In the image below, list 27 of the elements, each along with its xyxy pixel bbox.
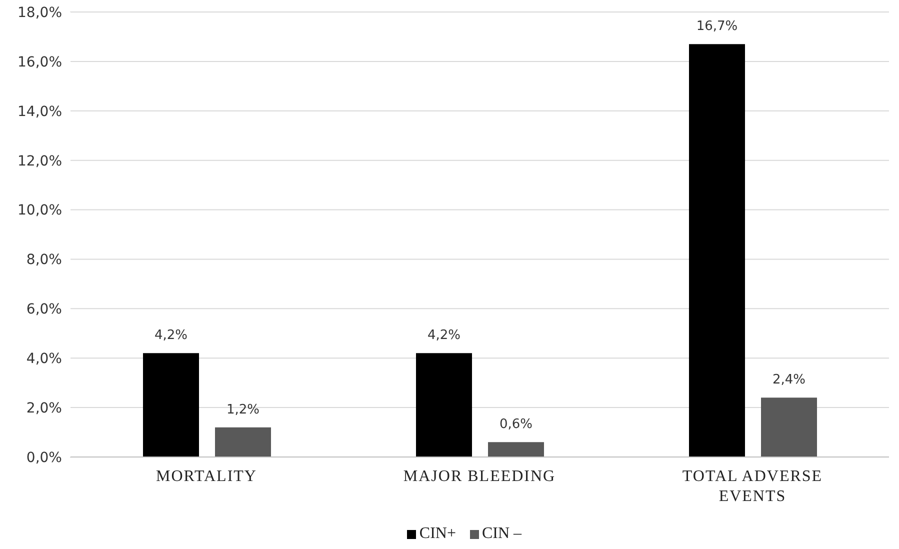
data-label: 1,2%	[226, 402, 260, 418]
bar	[488, 442, 544, 457]
y-tick-label: 16,0%	[18, 54, 62, 70]
y-tick-label: 4,0%	[26, 351, 62, 368]
y-tick-label: 10,0%	[18, 202, 62, 219]
y-tick-label: 12,0%	[18, 153, 62, 170]
y-tick-label: 14,0%	[18, 104, 62, 120]
y-tick-label: 8,0%	[26, 252, 62, 268]
bar	[761, 398, 817, 457]
data-label: 0,6%	[499, 417, 533, 432]
legend-label: CIN –	[482, 525, 522, 543]
bar	[416, 353, 472, 457]
bar	[689, 44, 745, 457]
data-label: 4,2%	[427, 328, 461, 344]
y-tick-label: 18,0%	[18, 4, 62, 21]
x-tick-label: TOTAL ADVERSE EVENTS	[682, 468, 823, 505]
data-label: 16,7%	[696, 19, 738, 34]
y-tick-label: 0,0%	[26, 450, 62, 466]
y-tick-label: 2,0%	[26, 400, 62, 417]
data-label: 4,2%	[154, 328, 188, 344]
bar	[215, 427, 271, 457]
data-label: 2,4%	[772, 372, 806, 388]
x-tick-label: MAJOR BLEEDING	[403, 468, 556, 485]
x-tick-label: MORTALITY	[156, 468, 257, 485]
y-tick-label: 6,0%	[26, 302, 62, 318]
bar	[143, 353, 199, 457]
legend-label: CIN+	[419, 525, 456, 543]
